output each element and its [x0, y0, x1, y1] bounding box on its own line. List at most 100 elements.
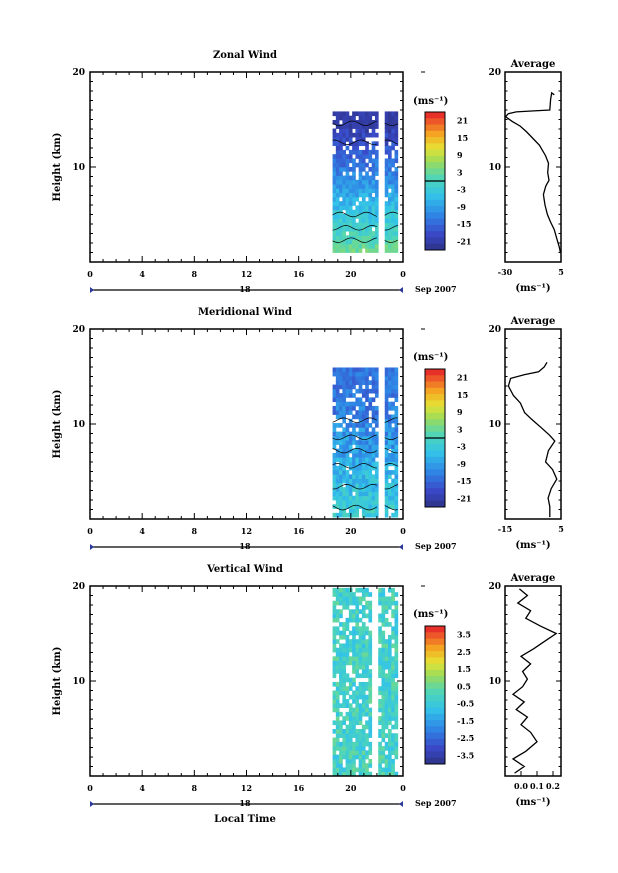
heatmap-cell — [394, 605, 399, 610]
colorbar-swatch — [425, 375, 445, 383]
y-tick-label: 20 — [72, 325, 85, 335]
colorbar-swatch — [425, 212, 445, 220]
heatmap-cell — [384, 128, 389, 134]
heatmap-cell — [371, 418, 376, 424]
heatmap-cell — [339, 423, 343, 428]
heatmap-cell — [391, 673, 395, 679]
heatmap-cell — [339, 474, 343, 480]
heatmap-cell — [355, 508, 360, 514]
heatmap-cell — [391, 218, 395, 223]
heatmap-cell — [355, 600, 360, 606]
heatmap-cell — [391, 512, 395, 518]
heatmap-cell — [391, 405, 395, 411]
heatmap-cell — [388, 694, 392, 700]
heatmap-cell — [384, 694, 389, 700]
heatmap-cell — [388, 716, 392, 721]
heatmap-cell — [332, 664, 337, 670]
heatmap-cell — [332, 201, 337, 206]
heatmap-cell — [335, 440, 340, 445]
heatmap-cell — [332, 205, 337, 211]
heatmap-cell — [335, 617, 340, 623]
heatmap-cell — [352, 720, 356, 726]
heatmap-cell — [358, 111, 363, 117]
heatmap-cell — [342, 175, 347, 181]
heatmap-cell — [342, 694, 347, 700]
heatmap-cell — [374, 179, 379, 185]
heatmap-cell — [355, 431, 360, 437]
colorbar-swatch — [425, 475, 445, 483]
heatmap-cell — [368, 440, 373, 445]
heatmap-cell — [345, 600, 350, 606]
heatmap-cell — [339, 397, 343, 403]
heatmap-cell — [388, 427, 392, 432]
heatmap-cell — [388, 132, 392, 138]
heatmap-cell — [332, 154, 337, 159]
colorbar-swatch — [425, 745, 445, 752]
heatmap-cell — [384, 222, 389, 228]
heatmap-cell — [361, 465, 366, 471]
heatmap-cell — [335, 474, 340, 480]
heatmap-cell — [355, 470, 360, 475]
heatmap-cell — [352, 600, 356, 606]
heatmap-cell — [345, 444, 350, 450]
heatmap-cell — [342, 660, 347, 666]
heatmap-cell — [391, 694, 395, 700]
heatmap-cell — [358, 660, 363, 666]
heatmap-cell — [358, 175, 363, 181]
heatmap-cell — [388, 491, 392, 497]
colorbar-tick-label: -0.5 — [457, 699, 474, 709]
heatmap-cell — [339, 495, 343, 501]
day-bar-arrow — [399, 287, 403, 293]
heatmap-cell — [348, 201, 353, 206]
heatmap-cell — [348, 367, 353, 373]
heatmap-cell — [358, 482, 363, 488]
heatmap-cell — [352, 746, 356, 751]
profile-x-tick-label: 5 — [558, 267, 564, 277]
heatmap-cell — [361, 763, 366, 768]
heatmap-cell — [358, 239, 363, 245]
heatmap-cell — [355, 720, 360, 726]
heatmap-cell — [332, 128, 337, 134]
heatmap-cell — [345, 478, 350, 484]
heatmap-cell — [345, 639, 350, 644]
heatmap-cell — [355, 371, 360, 377]
heatmap-cell — [381, 669, 386, 674]
colorbar-swatch — [425, 199, 445, 207]
heatmap-cell — [345, 622, 350, 627]
heatmap-cell — [358, 149, 363, 155]
heatmap-cell — [361, 605, 366, 610]
heatmap-cell — [394, 137, 399, 142]
heatmap-cell — [365, 111, 369, 117]
heatmap-cell — [368, 699, 373, 704]
heatmap-cell — [345, 448, 350, 454]
heatmap-cell — [361, 656, 366, 661]
heatmap-cell — [352, 371, 356, 377]
x-tick-label: 0 — [400, 269, 406, 279]
heatmap-cell — [388, 656, 392, 661]
heatmap-cell — [332, 141, 337, 147]
heatmap-cell — [361, 235, 366, 241]
heatmap-cell — [335, 388, 340, 394]
heatmap-cell — [374, 171, 379, 176]
heatmap-cell — [342, 733, 347, 738]
heatmap-cell — [361, 508, 366, 514]
heatmap-cell — [345, 235, 350, 241]
heatmap-cell — [342, 218, 347, 223]
heatmap-cell — [388, 737, 392, 743]
heatmap-cell — [371, 500, 376, 505]
colorbar-swatch — [425, 644, 445, 652]
heatmap-cell — [348, 491, 353, 497]
heatmap-cell — [348, 158, 353, 164]
heatmap-cell — [352, 643, 356, 649]
heatmap-cell — [332, 393, 337, 398]
heatmap-cell — [365, 482, 369, 488]
heatmap-cell — [368, 401, 373, 407]
heatmap-cell — [371, 405, 376, 411]
heatmap-cell — [332, 626, 337, 632]
heatmap-cell — [381, 694, 386, 700]
heatmap-cell — [365, 448, 369, 454]
heatmap-cell — [361, 609, 366, 614]
heatmap-cell — [345, 504, 350, 509]
heatmap-cell — [339, 414, 343, 420]
colorbar-swatch — [425, 444, 445, 452]
